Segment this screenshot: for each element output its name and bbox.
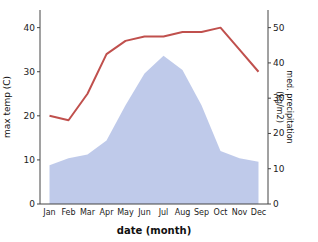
x-tick-label: Dec	[251, 208, 266, 217]
y2-tick-label: 20	[273, 128, 285, 138]
y2-axis-label: med. precipitation(kg/m2)	[275, 70, 294, 143]
x-tick-label: Jun	[137, 208, 151, 217]
y-axis-line	[40, 10, 41, 204]
y-axis-label: max temp (C)	[2, 76, 12, 138]
y-tick	[37, 204, 40, 205]
x-axis-line	[40, 204, 268, 205]
y2-tick	[268, 27, 271, 28]
x-tick-label: Oct	[214, 208, 228, 217]
y2-axis-label-line: med. precipitation	[285, 70, 294, 143]
y2-axis-label-line: (kg/m2)	[275, 91, 284, 123]
y-tick-label: 30	[24, 67, 36, 77]
x-tick-label: Feb	[61, 208, 75, 217]
y-tick-label: 40	[24, 23, 36, 33]
x-tick-label: Mar	[80, 208, 96, 217]
y-tick	[37, 115, 40, 116]
x-tick-label: Aug	[175, 208, 191, 217]
x-tick-label: Jan	[42, 208, 55, 217]
y2-tick	[268, 62, 271, 63]
y-tick	[37, 71, 40, 72]
x-tick-label: Jul	[158, 208, 169, 217]
y-tick	[37, 159, 40, 160]
x-tick-label: Sep	[194, 208, 209, 217]
x-axis-label: date (month)	[117, 225, 191, 236]
y2-tick-label: 40	[273, 58, 285, 68]
y2-axis-line	[268, 10, 269, 204]
chart: 01020304001020304050JanFebMarAprMayJunJu…	[0, 0, 318, 242]
y2-tick	[268, 98, 271, 99]
y-tick-label: 20	[24, 111, 36, 121]
x-tick-label: Apr	[100, 208, 115, 217]
y-tick-label: 0	[29, 199, 35, 209]
x-tick-label: May	[117, 208, 134, 217]
y2-tick	[268, 133, 271, 134]
y-tick-label: 10	[24, 155, 36, 165]
y2-tick-label: 10	[273, 164, 285, 174]
y2-tick-label: 0	[273, 199, 279, 209]
y2-tick-label: 50	[273, 23, 285, 33]
plot-area	[50, 28, 259, 204]
temperature-line	[50, 28, 259, 121]
y-tick	[37, 27, 40, 28]
x-tick-label: Nov	[232, 208, 248, 217]
precipitation-area	[50, 56, 259, 204]
y2-tick	[268, 204, 271, 205]
y2-tick	[268, 168, 271, 169]
